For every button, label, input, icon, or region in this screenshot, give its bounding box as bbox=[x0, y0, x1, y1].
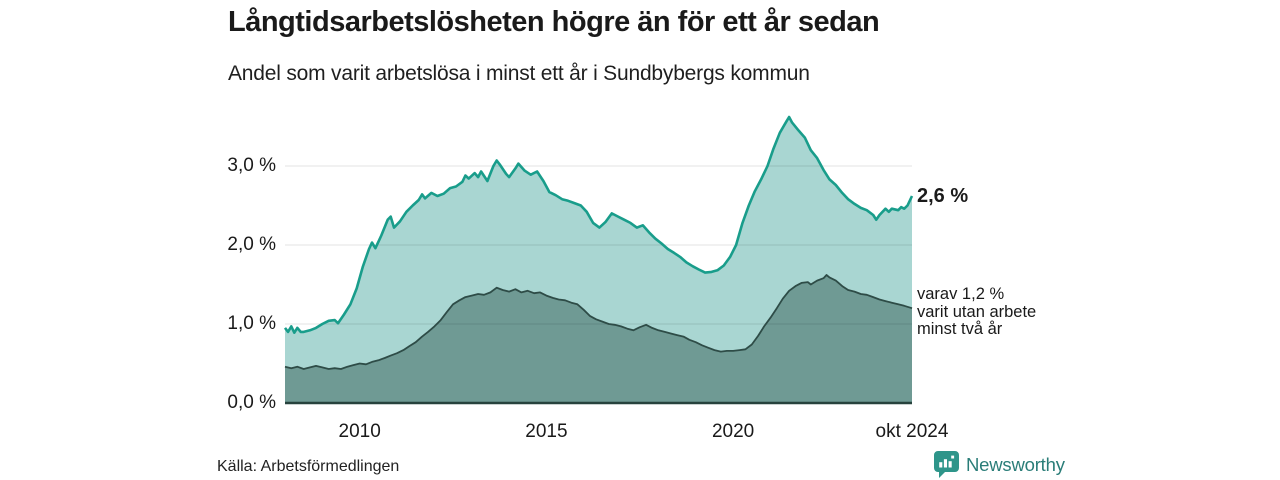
x-tick-label: 2010 bbox=[338, 421, 381, 442]
end-value-label-two-year: varav 1,2 % varit utan arbete minst två … bbox=[917, 285, 1037, 338]
area-two-year bbox=[285, 275, 912, 403]
line-two-year bbox=[284, 274, 913, 370]
y-tick-label: 2,0 % bbox=[227, 234, 276, 255]
end-value-label-total: 2,6 % bbox=[917, 185, 969, 207]
x-tick-label: 2020 bbox=[711, 421, 755, 442]
page-title: Långtidsarbetslösheten högre än för ett … bbox=[228, 6, 880, 38]
newsworthy-logo: Newsworthy bbox=[934, 451, 1065, 478]
y-tick-label: 1,0 % bbox=[227, 313, 276, 334]
y-tick-label: 0,0 % bbox=[227, 392, 276, 413]
x-tick-label: 2015 bbox=[525, 421, 568, 442]
page-subtitle: Andel som varit arbetslösa i minst ett å… bbox=[228, 62, 810, 85]
source-caption: Källa: Arbetsförmedlingen bbox=[217, 458, 400, 475]
newsworthy-wordmark: Newsworthy bbox=[966, 453, 1065, 475]
newsworthy-bar-chart-icon bbox=[934, 451, 959, 478]
x-tick-label: okt 2024 bbox=[875, 421, 949, 442]
line-total-one-year bbox=[283, 115, 914, 334]
y-tick-label: 3,0 % bbox=[227, 155, 276, 176]
